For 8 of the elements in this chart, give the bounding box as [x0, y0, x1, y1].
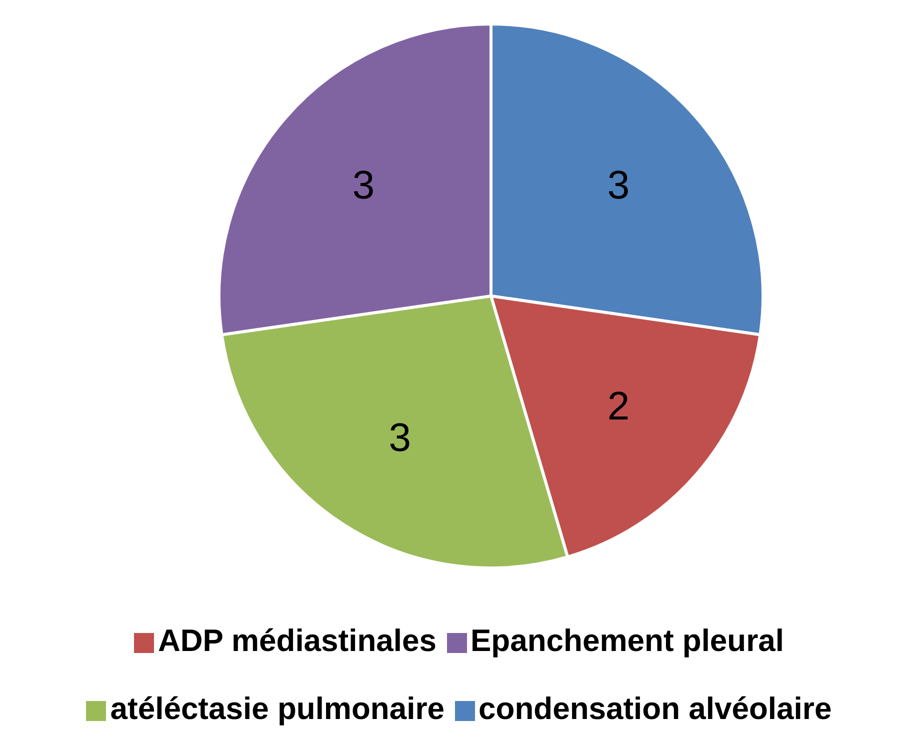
legend-label: ADP médiastinales — [158, 623, 436, 658]
data-label: 3 — [388, 416, 411, 460]
data-label: 3 — [607, 164, 630, 208]
data-label: 2 — [607, 384, 630, 428]
legend-label: condensation alvéolaire — [478, 691, 832, 726]
legend-label: atéléctasie pulmonaire — [110, 691, 445, 726]
legend-label: Epanchement pleural — [470, 623, 784, 658]
data-label: 3 — [352, 164, 375, 208]
